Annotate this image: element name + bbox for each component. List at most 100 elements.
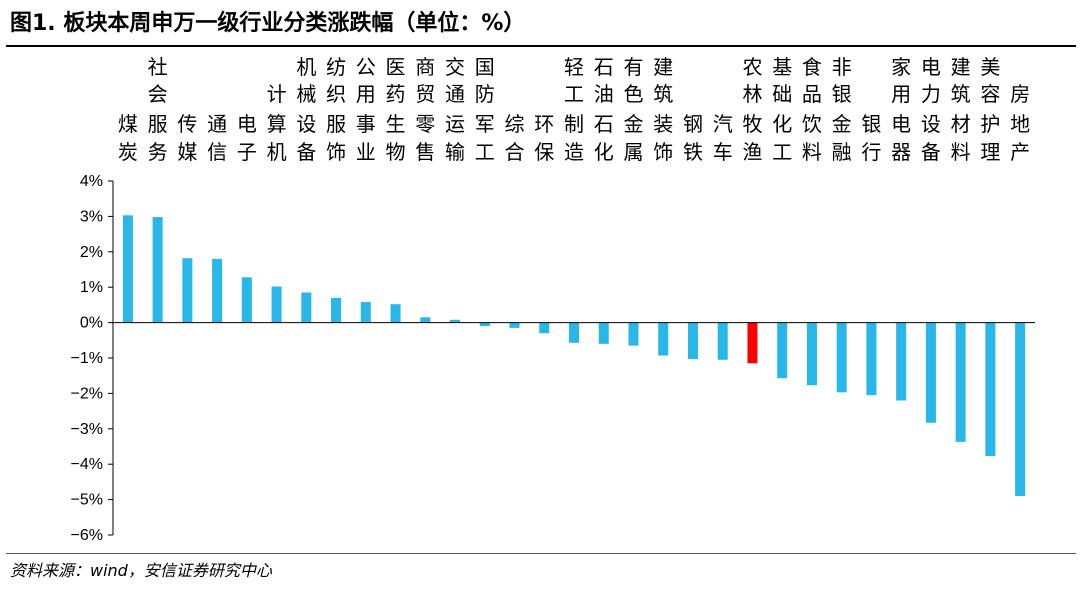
category-label-char: 会 bbox=[148, 82, 168, 106]
bar-21 bbox=[747, 322, 758, 364]
title-divider bbox=[6, 45, 1076, 47]
y-tick-label: −2% bbox=[71, 385, 103, 402]
category-label-char: 机 bbox=[296, 55, 316, 79]
bar-17 bbox=[628, 322, 639, 346]
category-label-char: 电 bbox=[237, 112, 257, 136]
bar-16 bbox=[598, 322, 609, 344]
category-label-char: 林 bbox=[742, 82, 762, 106]
category-label-char: 电 bbox=[921, 55, 941, 79]
category-label-char: 建 bbox=[951, 55, 971, 79]
bar-30 bbox=[1015, 322, 1026, 497]
category-label-char: 公 bbox=[356, 55, 376, 79]
bar-11 bbox=[450, 319, 461, 323]
category-label-char: 防 bbox=[475, 82, 495, 106]
y-tick-label: −3% bbox=[71, 421, 103, 438]
category-label-char: 食 bbox=[802, 55, 822, 79]
category-label-char: 油 bbox=[594, 82, 614, 106]
category-label-25: 银行 bbox=[861, 112, 881, 164]
category-label-char: 房 bbox=[1010, 82, 1030, 106]
category-label-char: 媒 bbox=[177, 140, 197, 164]
category-label-char: 银 bbox=[832, 82, 852, 106]
category-label-5: 计算机 bbox=[267, 82, 287, 164]
bar-24 bbox=[836, 322, 847, 393]
category-label-char: 炭 bbox=[118, 140, 138, 164]
category-label-char: 筑 bbox=[951, 82, 971, 106]
category-label-char: 医 bbox=[386, 55, 406, 79]
category-label-char: 设 bbox=[921, 112, 941, 136]
y-tick-label: 4% bbox=[80, 173, 103, 190]
category-label-char: 工 bbox=[564, 82, 584, 106]
bar-4 bbox=[241, 277, 252, 323]
category-label-char: 电 bbox=[891, 112, 911, 136]
bar-18 bbox=[658, 322, 669, 356]
category-label-char: 车 bbox=[713, 140, 733, 164]
bar-14 bbox=[539, 322, 550, 334]
category-label-char: 轻 bbox=[564, 55, 584, 79]
y-tick-label: −1% bbox=[71, 350, 103, 367]
bar-29 bbox=[985, 322, 996, 457]
category-label-char: 通 bbox=[445, 82, 465, 106]
category-label-char: 造 bbox=[564, 140, 584, 164]
category-label-30: 房地产 bbox=[1010, 82, 1030, 164]
category-label-char: 品 bbox=[802, 82, 822, 106]
category-label-char: 汽 bbox=[713, 112, 733, 136]
x-axis-labels: 煤炭社会服务传媒通信电子计算机机械设备纺织服饰公用事业医药生物商贸零售交通运输国… bbox=[118, 55, 1030, 164]
category-label-char: 械 bbox=[296, 82, 316, 106]
source-note: 资料来源：wind，安信证券研究中心 bbox=[10, 561, 272, 580]
category-label-char: 用 bbox=[356, 82, 376, 106]
y-axis-ticks: 4% 3% 2% 1% 0% −1% −2% −3% −4% −5% −6% bbox=[71, 173, 113, 544]
category-label-char: 饮 bbox=[802, 112, 822, 136]
bar-20 bbox=[717, 322, 728, 360]
category-label-char: 子 bbox=[237, 140, 257, 164]
category-label-13: 综合 bbox=[505, 112, 525, 164]
category-label-char: 制 bbox=[564, 112, 584, 136]
category-label-char: 商 bbox=[415, 55, 435, 79]
category-label-char: 服 bbox=[148, 112, 168, 136]
bar-26 bbox=[896, 322, 907, 401]
bar-22 bbox=[777, 322, 788, 379]
category-label-char: 备 bbox=[921, 140, 941, 164]
category-label-char: 务 bbox=[148, 140, 168, 164]
category-label-char: 容 bbox=[980, 82, 1000, 106]
category-label-char: 础 bbox=[772, 82, 792, 106]
category-label-char: 生 bbox=[386, 112, 406, 136]
bar-10 bbox=[420, 317, 431, 323]
bar-6 bbox=[301, 292, 312, 323]
category-label-char: 金 bbox=[623, 112, 643, 136]
y-tick-label: −6% bbox=[71, 527, 103, 544]
bar-28 bbox=[955, 322, 966, 442]
category-label-char: 事 bbox=[356, 112, 376, 136]
bar-27 bbox=[925, 322, 936, 423]
category-label-char: 运 bbox=[445, 112, 465, 136]
category-label-20: 汽车 bbox=[713, 112, 733, 164]
bars bbox=[122, 215, 1026, 497]
category-label-char: 煤 bbox=[118, 112, 138, 136]
bar-0 bbox=[122, 215, 133, 323]
category-label-char: 环 bbox=[534, 112, 554, 136]
bar-1 bbox=[152, 217, 163, 323]
category-label-char: 国 bbox=[475, 55, 495, 79]
category-label-char: 料 bbox=[951, 140, 971, 164]
category-label-char: 备 bbox=[296, 140, 316, 164]
category-label-char: 工 bbox=[475, 140, 495, 164]
category-label-char: 纺 bbox=[326, 55, 346, 79]
category-label-char: 工 bbox=[772, 140, 792, 164]
category-label-char: 家 bbox=[891, 55, 911, 79]
y-tick-label: −4% bbox=[71, 456, 103, 473]
bar-13 bbox=[509, 322, 520, 328]
bar-12 bbox=[479, 322, 490, 327]
category-label-char: 装 bbox=[653, 112, 673, 136]
y-tick-label: 3% bbox=[80, 208, 103, 225]
category-label-char: 建 bbox=[653, 55, 673, 79]
footer-divider bbox=[6, 553, 1076, 554]
y-tick-label: −5% bbox=[71, 492, 103, 509]
category-label-19: 钢铁 bbox=[683, 112, 703, 164]
